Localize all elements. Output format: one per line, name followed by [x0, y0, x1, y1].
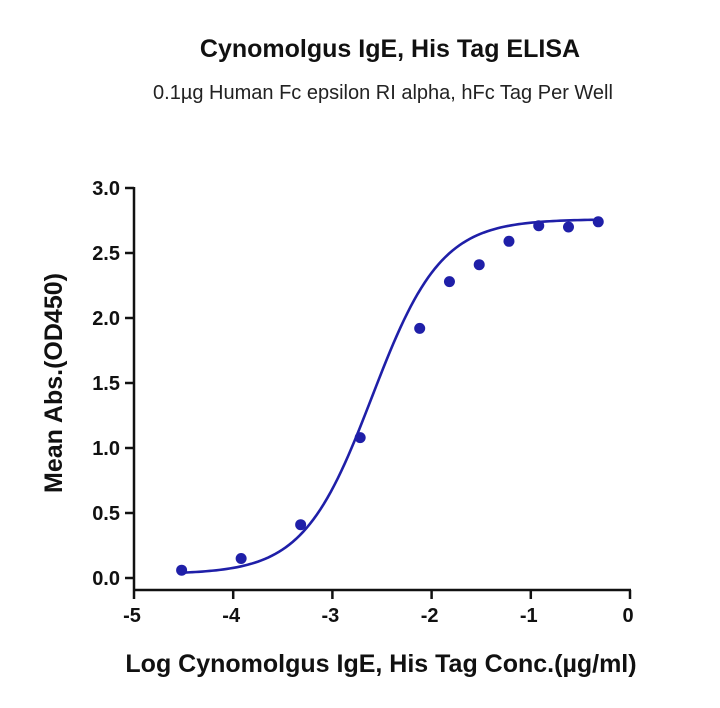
- axes: 0.0 0.5 1.0 1.5 2.0 2.5 3.0 -5 -4 -3 -2 -1 0: [92, 178, 633, 627]
- chart-title: Cynomolgus IgE, His Tag ELISA: [200, 35, 580, 63]
- data-point: [562, 221, 574, 233]
- y-tick-label: 0.0: [92, 568, 120, 590]
- y-tick-label: 1.5: [92, 373, 120, 395]
- data-point: [503, 235, 515, 247]
- data-point: [592, 216, 604, 228]
- x-tick-label: -5: [123, 605, 141, 627]
- y-tick-label: 2.5: [92, 243, 120, 265]
- data-point: [533, 220, 545, 232]
- x-tick-label: -1: [520, 605, 538, 627]
- data-point: [414, 322, 426, 334]
- chart-subtitle: 0.1µg Human Fc epsilon RI alpha, hFc Tag…: [153, 82, 613, 104]
- y-tick-label: 2.0: [92, 308, 120, 330]
- data-point: [473, 259, 485, 271]
- data-point: [295, 519, 307, 531]
- x-axis-label: Log Cynomolgus IgE, His Tag Conc.(µg/ml): [125, 650, 636, 678]
- fit-curve: [181, 218, 599, 574]
- x-tick-label: -4: [222, 605, 241, 627]
- data-point: [235, 553, 247, 564]
- data-point: [443, 276, 455, 288]
- fit-curve-layer: [181, 218, 599, 574]
- x-tick-label: 0: [622, 605, 633, 627]
- x-tick-label: -3: [322, 605, 340, 627]
- y-tick-label: 0.5: [92, 503, 120, 525]
- data-points-layer: [176, 216, 604, 576]
- y-tick-label: 3.0: [92, 178, 120, 200]
- y-tick-label: 1.0: [92, 438, 120, 460]
- y-axis-label: Mean Abs.(OD450): [40, 273, 68, 493]
- data-point: [354, 432, 366, 444]
- data-point: [176, 564, 188, 576]
- x-tick-label: -2: [421, 605, 439, 627]
